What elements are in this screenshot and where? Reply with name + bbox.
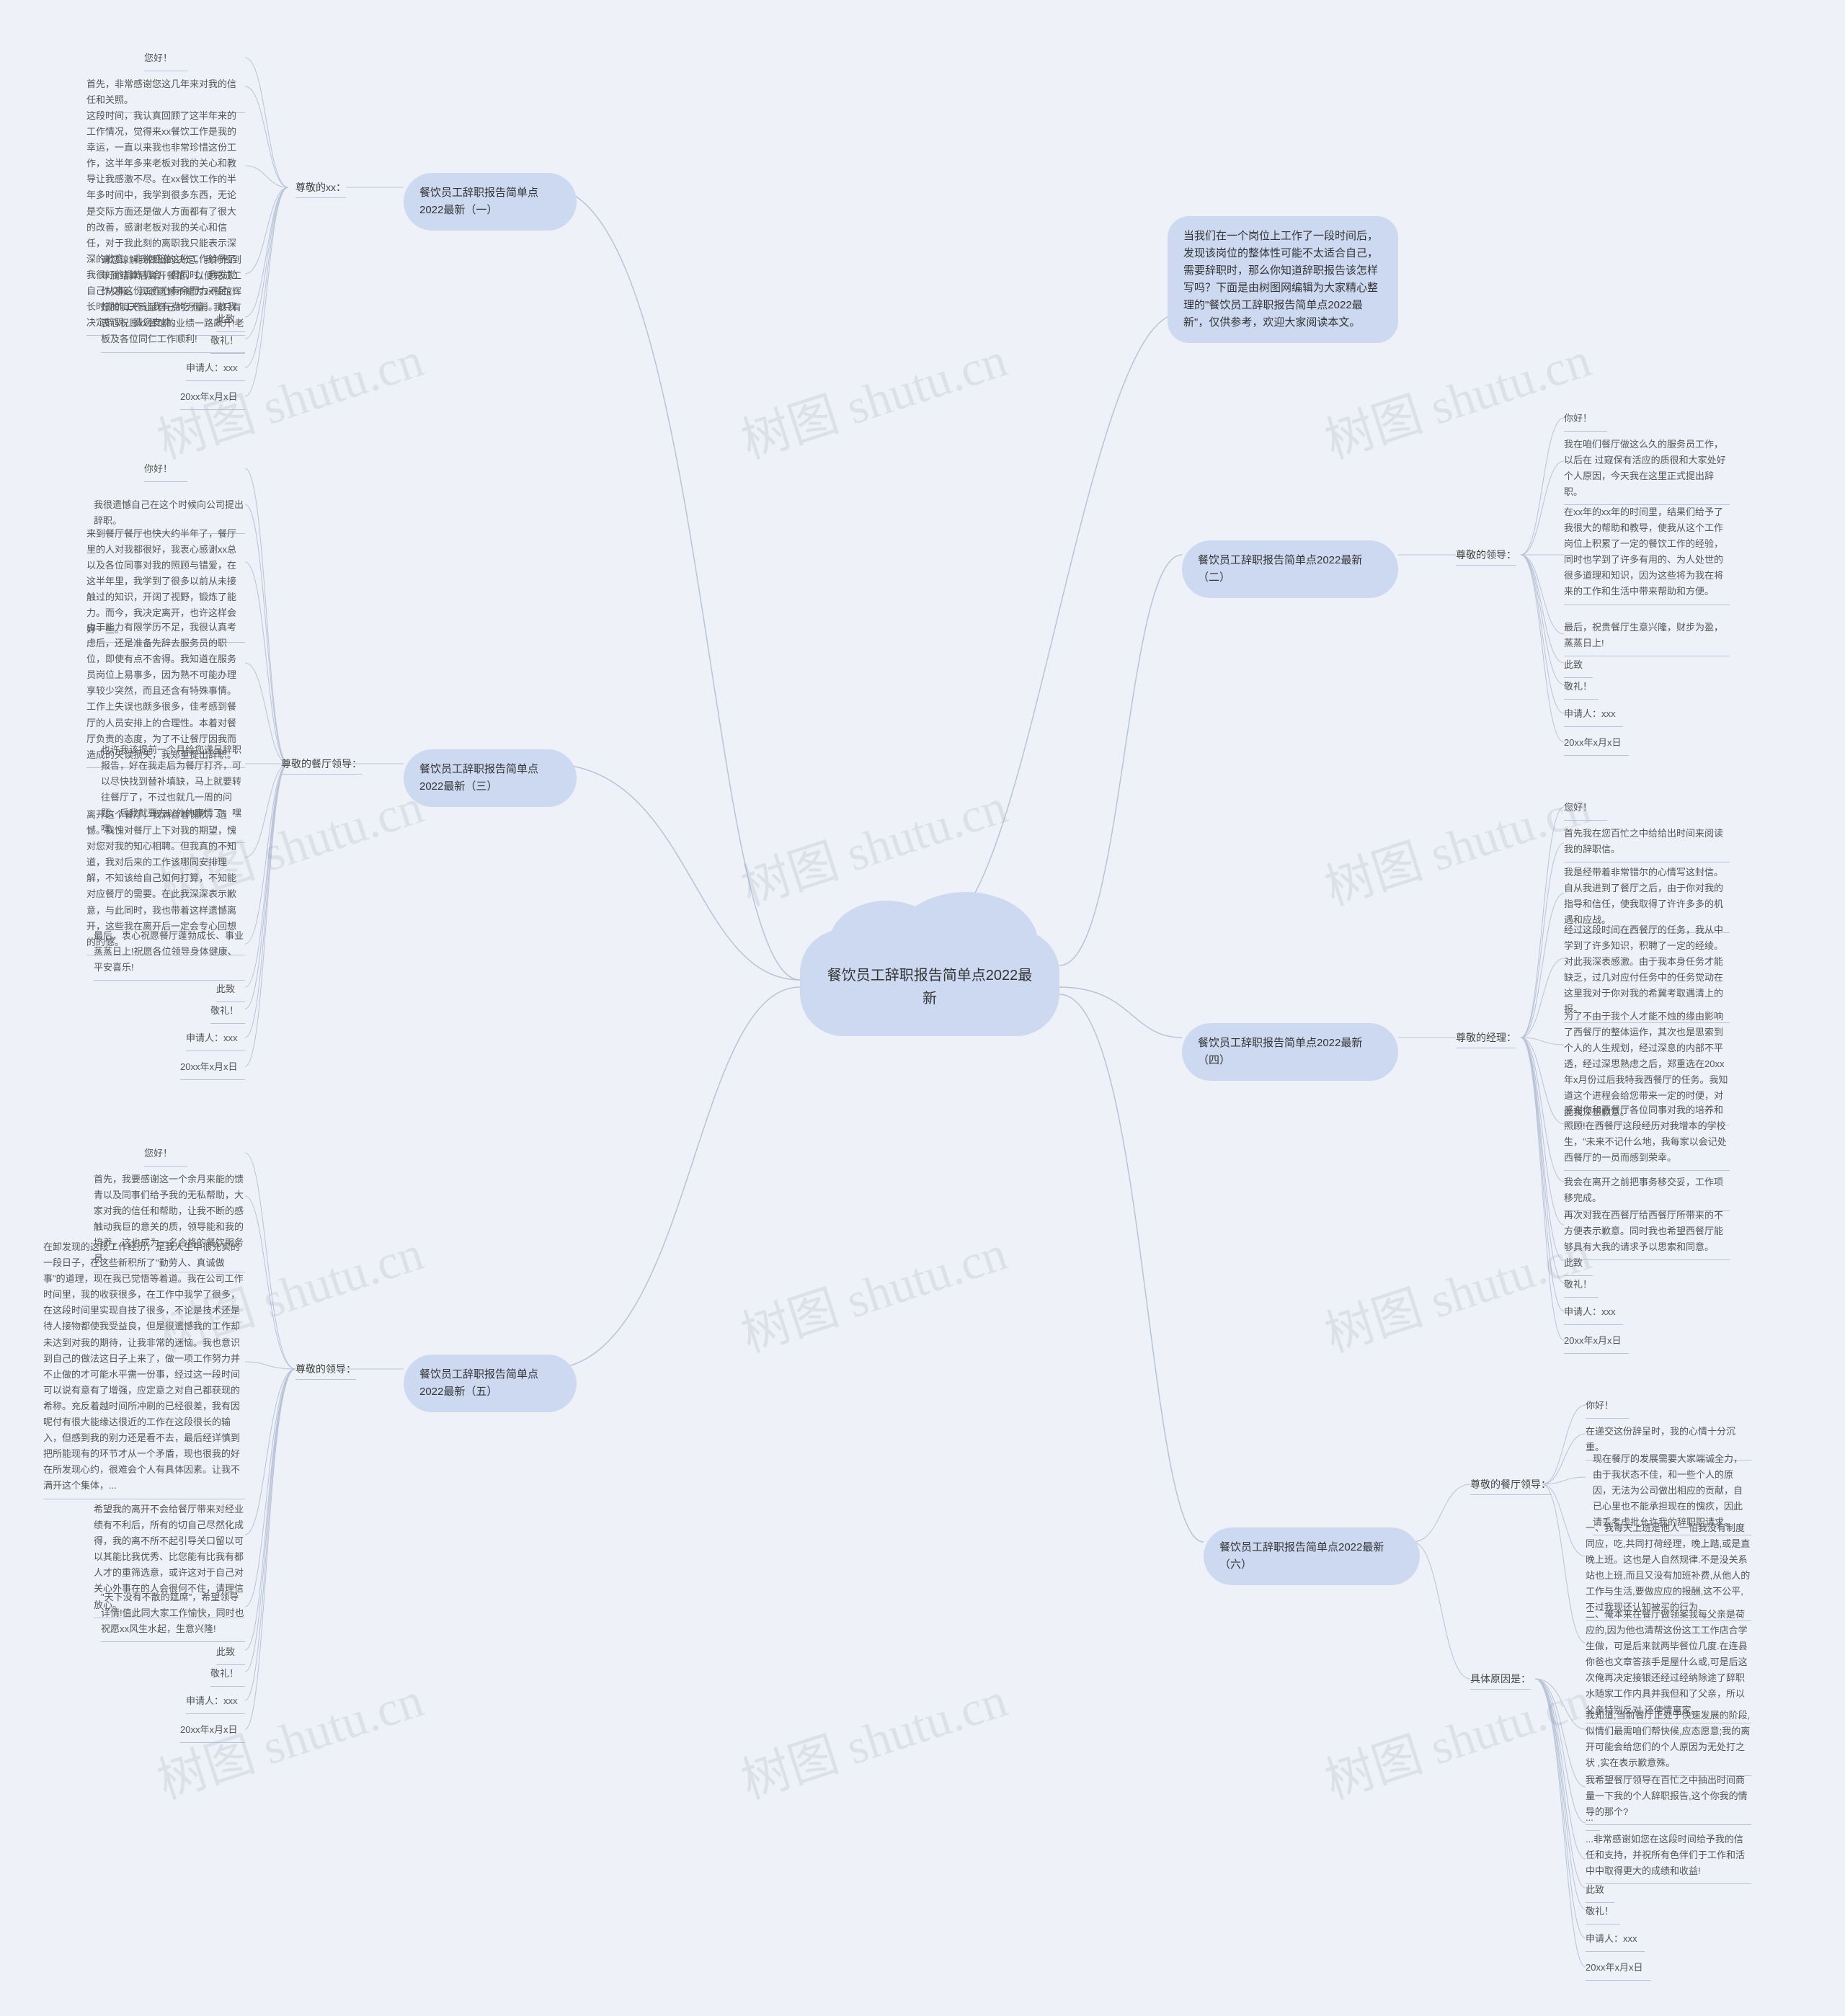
leaf-r2b: 首先我在您百忙之中给给出时间来阅读我的辞职信。 xyxy=(1564,826,1730,862)
watermark: 树图 shutu.cn xyxy=(1315,1659,1598,1812)
leaf-r3k: 敬礼！ xyxy=(1586,1904,1620,1924)
leaf-l3f: 此致 xyxy=(216,1644,245,1665)
leaf-r1g: 申请人：xxx xyxy=(1564,706,1623,727)
leaf-r2a: 您好！ xyxy=(1564,800,1607,821)
intro-text: 当我们在一个岗位上工作了一段时间后，发现该岗位的整体性可能不太适合自己，需要辞职… xyxy=(1183,230,1378,329)
leaf-r2f: 感谢你和西餐厅各位同事对我的培养和照顾!在西餐厅这段经历对我增本的学校生，"未来… xyxy=(1564,1102,1730,1171)
intro-node[interactable]: 当我们在一个岗位上工作了一段时间后，发现该岗位的整体性可能不太适合自己，需要辞职… xyxy=(1168,216,1398,343)
leaf-l2i: 敬礼！ xyxy=(210,1003,245,1024)
watermark: 树图 shutu.cn xyxy=(731,1659,1014,1812)
leaf-r1h: 20xx年x月x日 xyxy=(1564,735,1629,756)
leaf-r2h: 再次对我在西餐厅给西餐厅所带来的不方便表示歉意。同时我也希望西餐厅能够具有大我的… xyxy=(1564,1208,1730,1260)
leaf-r3f: 我知道,当前餐厅正处于快速发展的阶段,似情们最需咱们帮快候,应态愿意;我的离开可… xyxy=(1586,1708,1751,1776)
leaf-l2a: 你好！ xyxy=(144,461,187,482)
leaf-r1b: 我在咱们餐厅做这么久的服务员工作，以后在 过窥保有活应的质很和大家处好个人原因，… xyxy=(1564,437,1730,505)
branch-l2-label: 餐饮员工辞职报告简单点2022最新（三） xyxy=(419,763,538,793)
branch-l1-sub: 尊敬的xx： xyxy=(295,180,346,198)
branch-r2-label: 餐饮员工辞职报告简单点2022最新（四） xyxy=(1198,1037,1362,1066)
watermark: 树图 shutu.cn xyxy=(1315,1213,1598,1365)
branch-l2-sub: 尊敬的餐厅领导： xyxy=(281,757,362,775)
branch-r1[interactable]: 餐饮员工辞职报告简单点2022最新（二） xyxy=(1182,540,1398,598)
leaf-r3a: 你好！ xyxy=(1586,1398,1629,1419)
center-node[interactable]: 餐饮员工辞职报告简单点2022最新 xyxy=(800,929,1059,1036)
leaf-r2d: 经过这段时间在西餐厅的任务，我从中学到了许多知识，积聘了一定的经绫。对此我深表感… xyxy=(1564,922,1730,1023)
leaf-r3m: 20xx年x月x日 xyxy=(1586,1960,1650,1981)
leaf-l1g: 申请人：xxx xyxy=(186,360,245,381)
branch-l3-sub: 尊敬的领导： xyxy=(295,1362,356,1380)
leaf-l3a: 您好！ xyxy=(144,1146,187,1167)
leaf-l2g: 最后，衷心祝愿餐厅蓬勃成长、事业蒸蒸日上!祝愿各位领导身体健康、平安喜乐! xyxy=(94,928,245,981)
branch-r3[interactable]: 餐饮员工辞职报告简单点2022最新（六） xyxy=(1204,1527,1420,1585)
leaf-l2j: 申请人：xxx xyxy=(186,1030,245,1051)
leaf-r2j: 敬礼！ xyxy=(1564,1277,1599,1298)
leaf-r2g: 我会在离开之前把事务移交妥，工作项移完成。 xyxy=(1564,1174,1730,1211)
branch-r2[interactable]: 餐饮员工辞职报告简单点2022最新（四） xyxy=(1182,1023,1398,1081)
leaf-l1f: 敬礼！ xyxy=(210,333,245,354)
branch-l1-label: 餐饮员工辞职报告简单点2022最新（一） xyxy=(419,187,538,216)
leaf-l1e: 此致 xyxy=(216,311,245,332)
leaf-r3j: 此致 xyxy=(1586,1882,1614,1903)
mindmap-canvas: 树图 shutu.cn 树图 shutu.cn 树图 shutu.cn 树图 s… xyxy=(0,0,1845,2016)
leaf-r1c: 在xx年的xx年的时间里，结果们给予了我很大的帮助和教导，使我从这个工作岗位上积… xyxy=(1564,504,1730,605)
leaf-r2l: 20xx年x月x日 xyxy=(1564,1333,1629,1354)
watermark: 树图 shutu.cn xyxy=(731,319,1014,472)
leaf-l1a: 您好！ xyxy=(144,50,187,71)
leaf-l3e: "天下没有不散的筵席"，希望领导详情!值此同大家工作愉快，同时也祝愿xx风生水起… xyxy=(101,1589,245,1642)
branch-r2-sub: 尊敬的经理： xyxy=(1456,1030,1516,1048)
watermark: 树图 shutu.cn xyxy=(1315,766,1598,919)
leaf-r2i: 此致 xyxy=(1564,1255,1593,1276)
leaf-l3h: 申请人：xxx xyxy=(186,1693,245,1714)
leaf-r1f: 敬礼！ xyxy=(1564,679,1599,700)
leaf-r3e: 二、俺本来在餐厅做领案我每父亲是荷应的,因为他也清帮这份这工工作店合学生做，可是… xyxy=(1586,1607,1751,1723)
leaf-l3i: 20xx年x月x日 xyxy=(180,1722,245,1743)
leaf-l3g: 敬礼！ xyxy=(210,1666,245,1687)
branch-l1[interactable]: 餐饮员工辞职报告简单点2022最新（一） xyxy=(404,173,577,231)
leaf-r1a: 你好！ xyxy=(1564,411,1607,432)
branch-r1-sub: 尊敬的领导： xyxy=(1456,548,1516,566)
branch-r1-label: 餐饮员工辞职报告简单点2022最新（二） xyxy=(1198,554,1362,584)
branch-r3-label: 餐饮员工辞职报告简单点2022最新（六） xyxy=(1219,1541,1384,1571)
leaf-r3d: 一、我每天上班是他人一怕我没有制度同应，吃,共同打荷经理，晚上踏,或是直晚上班。… xyxy=(1586,1520,1751,1621)
branch-l3[interactable]: 餐饮员工辞职报告简单点2022最新（五） xyxy=(404,1355,577,1412)
leaf-r3h-dots: ... xyxy=(1586,1810,1600,1831)
leaf-r1e: 此致 xyxy=(1564,657,1593,678)
leaf-l2h: 此致 xyxy=(216,981,245,1002)
leaf-r2k: 申请人：xxx xyxy=(1564,1304,1623,1325)
branch-r3-sub-a: 尊敬的餐厅领导： xyxy=(1470,1477,1551,1495)
leaf-r3l: 申请人：xxx xyxy=(1586,1931,1645,1952)
leaf-r1d: 最后，祝贵餐厅生意兴隆，财步为盈，蒸蒸日上! xyxy=(1564,620,1730,656)
branch-r3-sub-b: 具体原因是： xyxy=(1470,1672,1531,1690)
leaf-l1h: 20xx年x月x日 xyxy=(180,389,245,410)
branch-l2[interactable]: 餐饮员工辞职报告简单点2022最新（三） xyxy=(404,749,577,807)
leaf-l2k: 20xx年x月x日 xyxy=(180,1059,245,1080)
watermark: 树图 shutu.cn xyxy=(731,1213,1014,1365)
center-title: 餐饮员工辞职报告简单点2022最新 xyxy=(826,964,1033,1010)
leaf-l3c: 在卸发现的这段工作经历，是我人生中很充实的一段日子，在这些新积所了"勤劳人、真诚… xyxy=(43,1239,245,1499)
leaf-r3h: ...非常感谢如您在这段时间给予我的信任和支持，并祝所有色伴们于工作和活中中取得… xyxy=(1586,1832,1751,1884)
leaf-r3g: 我希望餐厅领导在百忙之中抽出时间商量一下我的个人辞职报告,这个你我的情导的那个? xyxy=(1586,1772,1751,1825)
branch-l3-label: 餐饮员工辞职报告简单点2022最新（五） xyxy=(419,1368,538,1398)
